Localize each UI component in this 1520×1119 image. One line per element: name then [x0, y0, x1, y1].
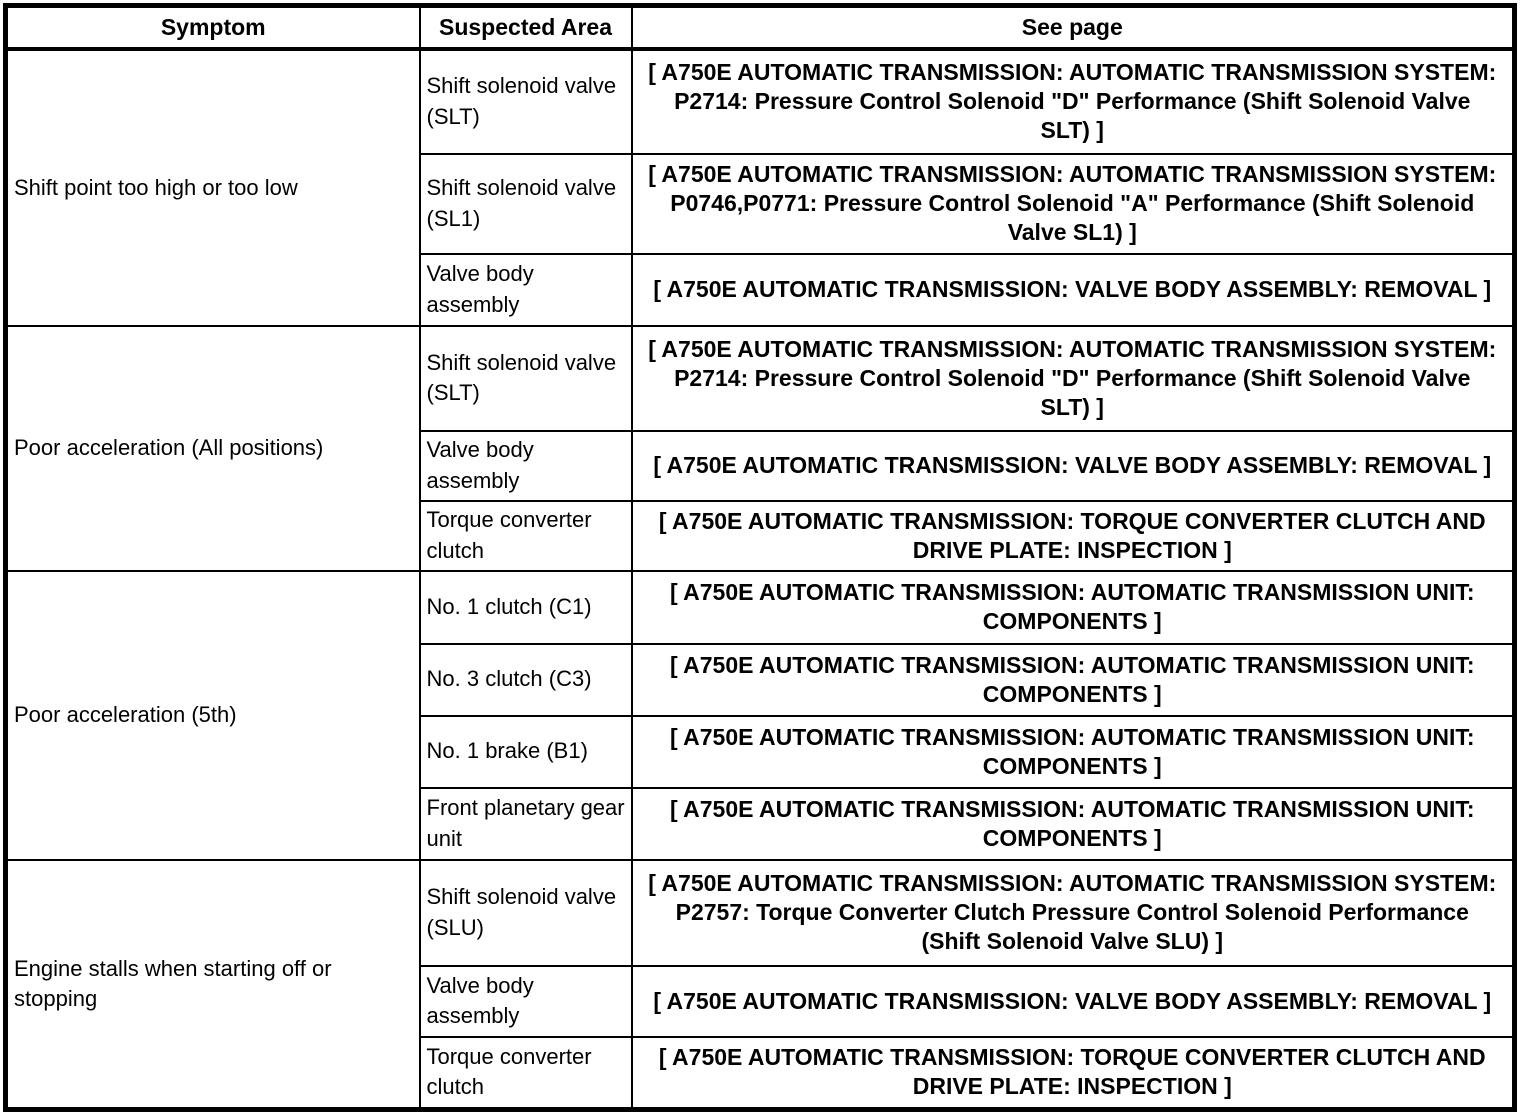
- symptom-cell: Shift point too high or too low: [4, 47, 421, 327]
- column-header-symptom: Symptom: [4, 4, 421, 51]
- suspected-area-cell: Shift solenoid valve (SLT): [418, 324, 633, 432]
- table-row: Shift solenoid valve (SL1) [ A750E AUTOM…: [6, 152, 1516, 255]
- suspected-area-cell: No. 1 brake (B1): [418, 714, 633, 789]
- table-row: Poor acceleration (All positions) Shift …: [4, 324, 1516, 572]
- see-page-link[interactable]: [ A750E AUTOMATIC TRANSMISSION: TORQUE C…: [630, 1035, 1516, 1111]
- see-page-link[interactable]: [ A750E AUTOMATIC TRANSMISSION: VALVE BO…: [630, 964, 1516, 1038]
- see-page-link[interactable]: [ A750E AUTOMATIC TRANSMISSION: AUTOMATI…: [630, 714, 1516, 789]
- suspected-area-cell: Shift solenoid valve (SLT): [418, 47, 633, 155]
- troubleshooting-symptom-table: Symptom Suspected Area See page Shift po…: [3, 3, 1517, 1112]
- symptom-cell: Poor acceleration (5th): [4, 569, 421, 861]
- table-row: Torque converter clutch [ A750E AUTOMATI…: [6, 499, 1516, 572]
- table-row: Front planetary gear unit [ A750E AUTOMA…: [6, 786, 1516, 861]
- suspected-area-cell: No. 3 clutch (C3): [418, 642, 633, 717]
- suspected-area-cell: Shift solenoid valve (SL1): [418, 152, 633, 255]
- table-row: Valve body assembly [ A750E AUTOMATIC TR…: [6, 964, 1516, 1038]
- see-page-link[interactable]: [ A750E AUTOMATIC TRANSMISSION: VALVE BO…: [630, 252, 1516, 327]
- see-page-link[interactable]: [ A750E AUTOMATIC TRANSMISSION: AUTOMATI…: [630, 786, 1516, 861]
- suspected-area-cell: Torque converter clutch: [418, 499, 633, 572]
- suspected-area-cell: Valve body assembly: [418, 252, 633, 327]
- header-row: Symptom Suspected Area See page: [4, 4, 1516, 51]
- see-page-link[interactable]: [ A750E AUTOMATIC TRANSMISSION: AUTOMATI…: [630, 569, 1516, 645]
- see-page-link[interactable]: [ A750E AUTOMATIC TRANSMISSION: AUTOMATI…: [630, 858, 1516, 967]
- see-page-link[interactable]: [ A750E AUTOMATIC TRANSMISSION: AUTOMATI…: [630, 47, 1516, 155]
- see-page-link[interactable]: [ A750E AUTOMATIC TRANSMISSION: TORQUE C…: [630, 499, 1516, 572]
- suspected-area-cell: Front planetary gear unit: [418, 786, 633, 861]
- see-page-link[interactable]: [ A750E AUTOMATIC TRANSMISSION: AUTOMATI…: [630, 642, 1516, 717]
- suspected-area-cell: Shift solenoid valve (SLU): [418, 858, 633, 967]
- suspected-area-cell: Torque converter clutch: [418, 1035, 633, 1111]
- suspected-area-cell: Valve body assembly: [418, 964, 633, 1038]
- table-row: No. 1 brake (B1) [ A750E AUTOMATIC TRANS…: [6, 714, 1516, 789]
- table-row: Engine stalls when starting off or stopp…: [4, 858, 1516, 1111]
- column-header-suspected-area: Suspected Area: [418, 4, 633, 51]
- symptom-cell: Engine stalls when starting off or stopp…: [4, 858, 421, 1111]
- table-row: Torque converter clutch [ A750E AUTOMATI…: [6, 1035, 1516, 1111]
- see-page-link[interactable]: [ A750E AUTOMATIC TRANSMISSION: AUTOMATI…: [630, 152, 1516, 255]
- table-row: Valve body assembly [ A750E AUTOMATIC TR…: [6, 429, 1516, 502]
- table-row: Valve body assembly [ A750E AUTOMATIC TR…: [6, 252, 1516, 327]
- table-row: Poor acceleration (5th) No. 1 clutch (C1…: [4, 569, 1516, 861]
- see-page-link[interactable]: [ A750E AUTOMATIC TRANSMISSION: VALVE BO…: [630, 429, 1516, 502]
- symptom-cell: Poor acceleration (All positions): [4, 324, 421, 572]
- suspected-area-cell: Valve body assembly: [418, 429, 633, 502]
- table-row: No. 3 clutch (C3) [ A750E AUTOMATIC TRAN…: [6, 642, 1516, 717]
- column-header-see-page: See page: [630, 4, 1516, 51]
- table-row: Shift point too high or too low Shift so…: [4, 47, 1516, 327]
- suspected-area-cell: No. 1 clutch (C1): [418, 569, 633, 645]
- see-page-link[interactable]: [ A750E AUTOMATIC TRANSMISSION: AUTOMATI…: [630, 324, 1516, 432]
